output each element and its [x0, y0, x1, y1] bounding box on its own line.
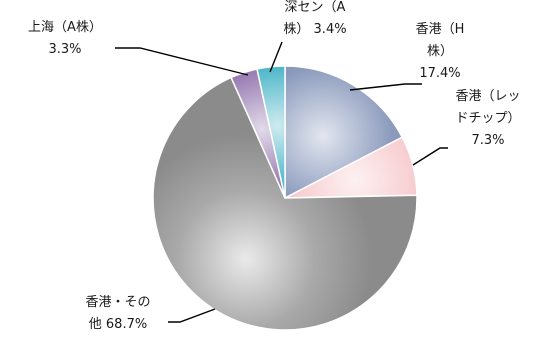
- slice-label-line: 香港・その: [85, 295, 150, 310]
- slice-label-0: 香港（H 株） 17.4%: [416, 22, 465, 81]
- slice-label-line: ドチップ）: [455, 111, 520, 126]
- slice-label-line: 株）: [427, 44, 453, 59]
- leader-lines: [115, 41, 448, 323]
- slice-label-3: 上海（A株） 3.3%: [28, 20, 102, 57]
- slice-labels: 香港（H 株） 17.4% 香港（レッドチップ） 7.3% 香港・その他 68.7% 上海（…: [28, 0, 520, 332]
- pie-slice-0: [284, 65, 404, 200]
- leader-line-1: [412, 147, 448, 166]
- slice-label-line: 香港（H: [416, 22, 465, 37]
- slice-label-1: 香港（レッドチップ） 7.3%: [455, 89, 520, 148]
- slice-label-line: 17.4%: [419, 66, 460, 81]
- pie-slices: [152, 65, 418, 331]
- slice-label-line: 7.3%: [471, 133, 504, 148]
- slice-label-line: 深セン（A: [285, 0, 346, 15]
- slice-label-line: 3.3%: [48, 42, 81, 57]
- leader-line-4: [269, 41, 283, 73]
- leader-line-0: [349, 83, 422, 91]
- slice-label-4: 深セン（A 株） 3.4%: [283, 0, 346, 37]
- leader-line-3: [115, 47, 249, 76]
- slice-label-line: 他 68.7%: [89, 317, 147, 332]
- slice-label-line: 上海（A株）: [28, 20, 102, 35]
- leader-line-2: [168, 308, 216, 323]
- slice-label-line: 香港（レッ: [455, 89, 520, 104]
- slice-label-line: 株） 3.4%: [283, 22, 346, 37]
- slice-label-2: 香港・その他 68.7%: [85, 295, 150, 332]
- pie-slice-4: [256, 65, 286, 199]
